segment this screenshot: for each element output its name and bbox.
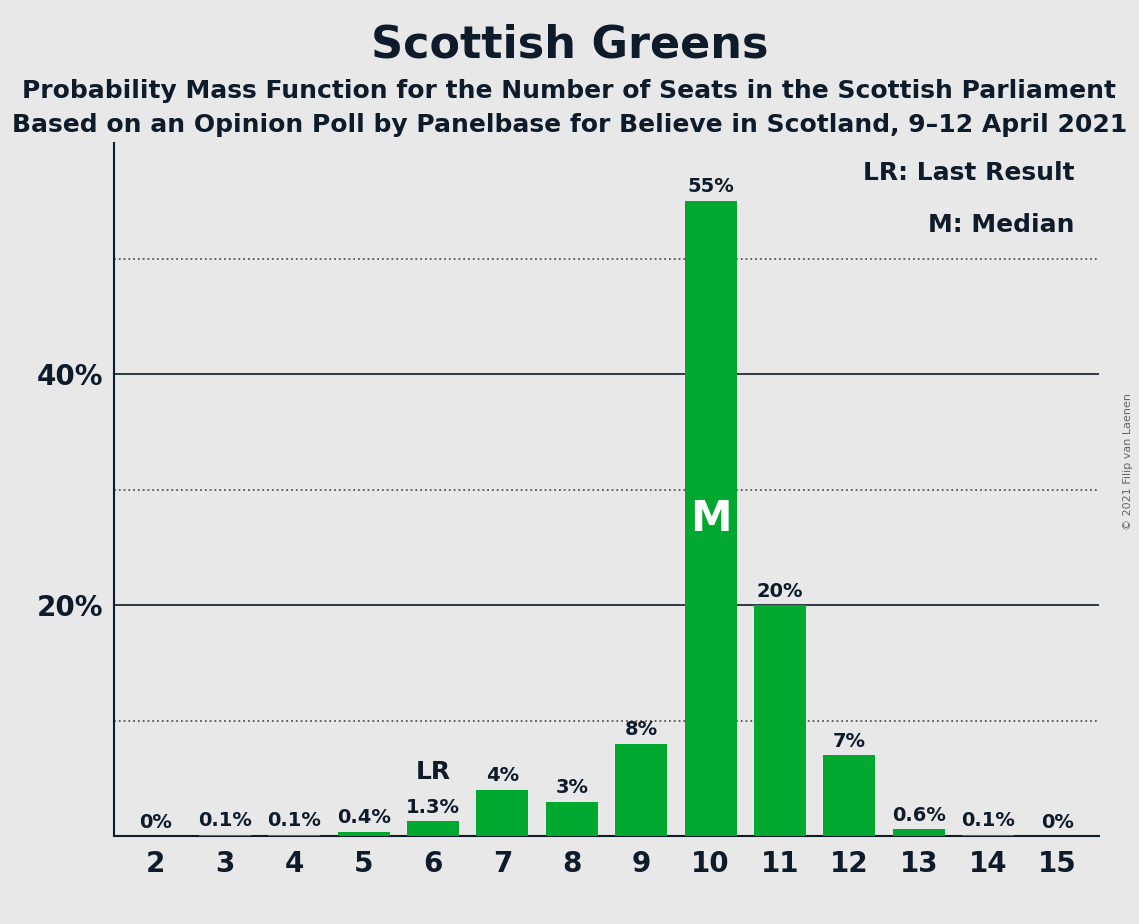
Text: 0.6%: 0.6% xyxy=(892,806,945,825)
Text: 8%: 8% xyxy=(624,720,657,739)
Text: 0.1%: 0.1% xyxy=(198,811,252,831)
Text: 0%: 0% xyxy=(1041,812,1074,832)
Text: LR: Last Result: LR: Last Result xyxy=(863,161,1074,185)
Bar xyxy=(685,201,737,836)
Text: 1.3%: 1.3% xyxy=(407,797,460,817)
Text: Probability Mass Function for the Number of Seats in the Scottish Parliament: Probability Mass Function for the Number… xyxy=(23,79,1116,103)
Text: 0.1%: 0.1% xyxy=(268,811,321,831)
Text: 7%: 7% xyxy=(833,732,866,750)
Bar xyxy=(893,830,944,836)
Bar xyxy=(546,802,598,836)
Text: Based on an Opinion Poll by Panelbase for Believe in Scotland, 9–12 April 2021: Based on an Opinion Poll by Panelbase fo… xyxy=(11,113,1128,137)
Text: M: M xyxy=(690,498,731,540)
Bar xyxy=(476,790,528,836)
Bar xyxy=(823,756,876,836)
Bar xyxy=(269,835,320,836)
Text: 0.4%: 0.4% xyxy=(337,808,391,827)
Text: 0.1%: 0.1% xyxy=(961,811,1015,831)
Text: Scottish Greens: Scottish Greens xyxy=(371,23,768,67)
Text: LR: LR xyxy=(416,760,451,784)
Bar xyxy=(754,605,806,836)
Text: 4%: 4% xyxy=(486,766,519,785)
Bar xyxy=(615,744,667,836)
Text: 3%: 3% xyxy=(556,778,589,796)
Bar xyxy=(199,835,251,836)
Text: M: Median: M: Median xyxy=(928,213,1074,237)
Text: 0%: 0% xyxy=(139,812,172,832)
Bar xyxy=(407,821,459,836)
Text: © 2021 Filip van Laenen: © 2021 Filip van Laenen xyxy=(1123,394,1133,530)
Bar xyxy=(962,835,1014,836)
Text: 55%: 55% xyxy=(687,177,734,197)
Text: 20%: 20% xyxy=(756,581,803,601)
Bar xyxy=(337,832,390,836)
